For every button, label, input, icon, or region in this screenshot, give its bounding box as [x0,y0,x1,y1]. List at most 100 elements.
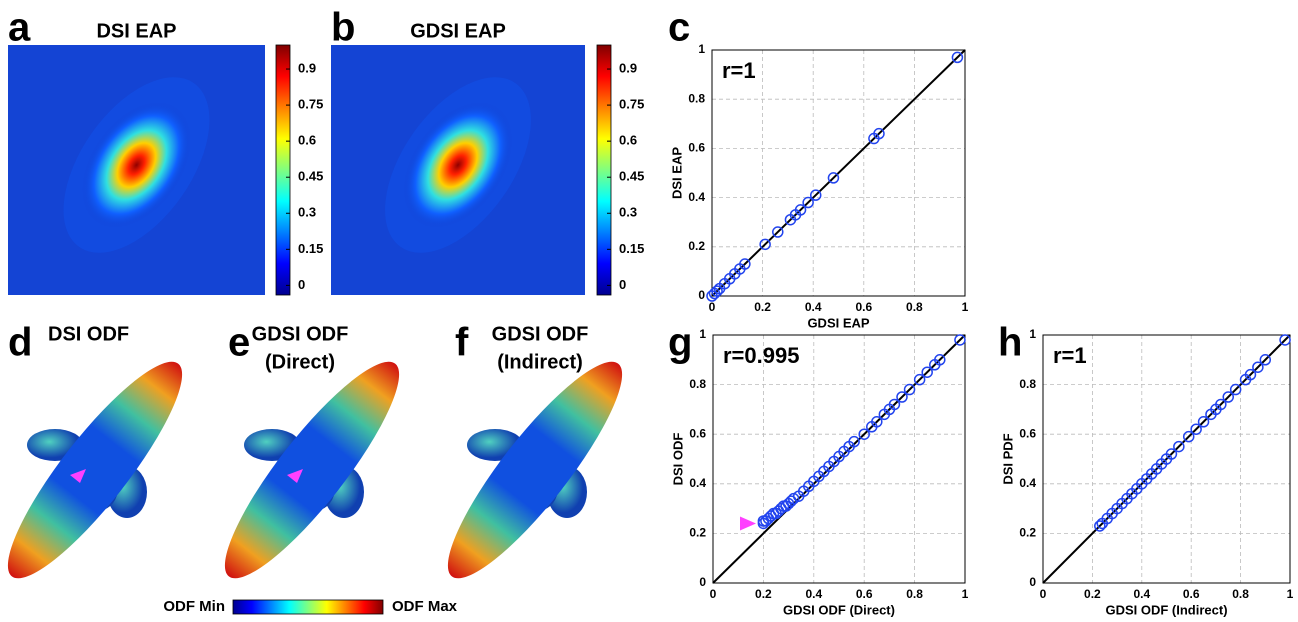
scatter-point [759,238,771,251]
x-tick-label: 1 [962,587,969,601]
panel-title: GDSI ODF [252,323,349,345]
annotation: r=1 [722,58,756,83]
x-tick-label: 0.2 [754,300,771,314]
scatter-point [1197,416,1210,428]
x-tick-label: 0.6 [856,587,873,601]
colorbar-tick-label: 0.9 [619,60,637,75]
x-tick-label: 0.6 [1183,587,1200,601]
scatter-point [1259,354,1272,366]
x-tick-label: 0.2 [1084,587,1101,601]
panel-letter: f [455,321,469,365]
scatter-point [784,213,797,226]
y-tick-label: 0.8 [689,377,706,391]
x-tick-label: 0.2 [755,587,772,601]
panel-title: GDSI EAP [410,20,506,42]
y-tick-label: 1 [1029,327,1036,341]
x-axis-label: GDSI ODF (Indirect) [1105,602,1227,617]
panel-letter: b [331,6,355,50]
panel-title: (Indirect) [497,351,583,373]
y-tick-label: 0 [1029,575,1036,589]
scatter-point [951,51,964,64]
panel-letter: g [668,321,692,365]
y-tick-label: 1 [698,42,705,56]
x-tick-label: 1 [1287,587,1294,601]
scatter-point [858,428,870,440]
x-tick-label: 0 [709,300,716,314]
scatter-point [871,416,883,428]
colorbar [275,44,291,296]
x-tick-label: 0.8 [906,587,923,601]
x-tick-label: 0.4 [805,587,822,601]
colorbar-tick-label: 0.45 [298,169,323,184]
annotation: r=1 [1053,343,1087,368]
colorbar [596,44,612,296]
x-axis-label: GDSI EAP [807,315,869,330]
arrowhead [740,516,756,531]
panel-letter: d [8,321,32,365]
y-tick-label: 0.6 [1019,426,1036,440]
scatter-point [809,189,822,201]
y-tick-label: 0 [698,288,705,302]
scatter-point [827,172,840,184]
colorbar-tick-label: 0.6 [298,133,316,148]
x-tick-label: 1 [962,300,969,314]
scatter-point [802,196,814,209]
y-tick-label: 0.2 [1019,526,1036,540]
colorbar-min-label: ODF Min [163,598,225,615]
scatter-point [1173,440,1185,453]
scatter-point [772,226,784,238]
x-tick-label: 0.8 [906,300,923,314]
scatter-point [1229,383,1242,396]
colorbar-tick-label: 0.75 [298,97,323,112]
axes-box [711,49,966,297]
y-tick-label: 0.4 [688,190,705,204]
scatter-point [913,373,926,386]
y-axis-label: DSI EAP [669,147,684,199]
colorbar-max-label: ODF Max [392,598,458,615]
colorbar-tick-label: 0.15 [298,241,323,256]
x-tick-label: 0 [1040,587,1047,601]
heatmap-peak [81,102,192,228]
scatter-point [708,287,721,300]
scatter-point [903,383,916,396]
scatter-point [1215,398,1227,411]
scatter-point [1252,361,1264,373]
identity-line [711,49,966,297]
scatter-point [1279,334,1291,346]
axes-box [712,334,966,584]
y-tick-label: 0.6 [688,141,705,155]
colorbar-tick-label: 0.6 [619,133,637,148]
odf-main-lobe [224,361,400,579]
scatter-point [921,366,933,378]
x-tick-label: 0.8 [1232,587,1249,601]
x-tick-label: 0.4 [805,300,822,314]
scatter-point [1094,520,1106,532]
y-tick-label: 0.2 [688,239,705,253]
panel-letter: h [998,321,1022,365]
panel-letter: e [228,321,250,365]
y-axis-label: DSI ODF [670,433,685,486]
colorbar-tick-label: 0.75 [619,97,644,112]
scatter-point [1190,423,1202,435]
panel-title: DSI EAP [96,20,176,42]
y-tick-label: 0.8 [1019,377,1036,391]
colorbar-tick-label: 0.3 [619,205,637,220]
x-tick-label: 0.6 [855,300,872,314]
heatmap-peak [403,102,513,228]
scatter-point [1244,368,1257,381]
scatter-point [1222,391,1234,403]
y-tick-label: 1 [699,327,706,341]
scatter-point [706,290,718,302]
y-tick-label: 0 [699,575,706,589]
scatter-point [896,391,908,403]
scatter-point [934,354,946,366]
x-axis-label: GDSI ODF (Direct) [783,602,895,617]
scatter-point [1182,430,1195,443]
y-tick-label: 0.4 [1019,476,1036,490]
y-tick-label: 0.8 [688,91,705,105]
panel-title: (Direct) [265,351,335,373]
y-tick-label: 0.4 [689,476,706,490]
colorbar-tick-label: 0 [298,277,305,292]
y-tick-label: 0.6 [689,426,706,440]
